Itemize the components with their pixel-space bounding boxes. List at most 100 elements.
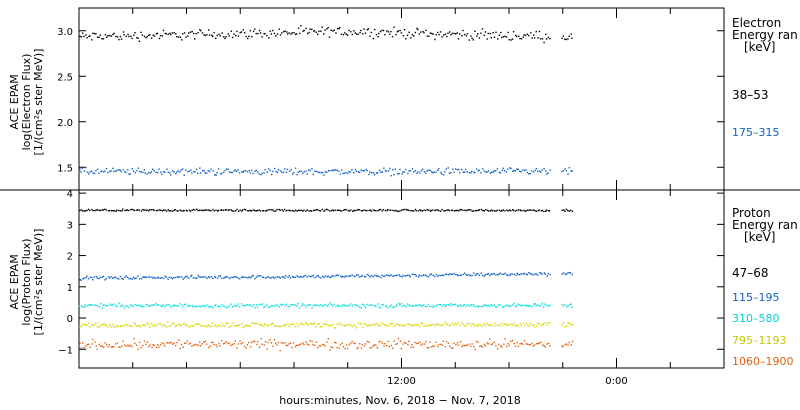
data-point — [393, 26, 395, 28]
data-point — [320, 304, 322, 306]
data-point — [444, 273, 447, 276]
data-point — [393, 340, 395, 342]
data-point — [100, 345, 102, 347]
data-point — [273, 277, 275, 279]
data-point — [220, 325, 222, 328]
data-point — [354, 209, 356, 212]
data-point — [363, 28, 365, 30]
data-point — [96, 209, 99, 211]
data-point — [422, 30, 424, 33]
data-point — [435, 323, 437, 325]
data-point — [252, 274, 254, 277]
data-point — [455, 344, 457, 346]
data-point — [531, 324, 533, 327]
data-point — [308, 275, 310, 277]
data-point — [478, 305, 481, 307]
data-point — [504, 35, 506, 37]
data-point — [464, 33, 466, 36]
data-point — [424, 274, 427, 276]
data-point — [466, 344, 468, 346]
data-point — [263, 344, 265, 346]
data-point — [527, 305, 529, 307]
data-point — [535, 273, 537, 275]
data-point — [454, 303, 456, 305]
data-point — [250, 210, 253, 212]
data-point — [373, 209, 376, 212]
data-point — [137, 324, 139, 326]
data-point — [348, 171, 350, 173]
data-point — [476, 209, 478, 212]
data-point — [235, 34, 237, 37]
data-point — [399, 275, 401, 277]
data-point — [136, 169, 138, 172]
data-point — [353, 30, 355, 32]
data-point — [255, 276, 257, 278]
data-point — [214, 325, 216, 327]
data-point — [92, 324, 95, 327]
data-point — [93, 32, 96, 35]
data-point — [206, 172, 208, 174]
proton-ylabel-line-3: [1/(cm²s ster MeV)] — [32, 229, 45, 336]
data-point — [503, 323, 505, 325]
data-point — [453, 342, 455, 344]
data-point — [82, 210, 84, 212]
data-point — [423, 209, 425, 211]
data-point — [170, 276, 172, 279]
data-point — [249, 346, 252, 348]
data-point — [174, 344, 177, 347]
data-point — [564, 326, 566, 328]
data-point — [414, 170, 417, 172]
data-point — [192, 325, 194, 327]
data-point — [381, 322, 384, 324]
data-point — [540, 304, 542, 306]
data-point — [245, 304, 247, 306]
data-point — [375, 210, 377, 212]
data-point — [561, 273, 563, 275]
data-point — [131, 304, 133, 307]
data-point — [396, 274, 398, 276]
data-point — [565, 170, 568, 172]
data-point — [390, 209, 392, 211]
data-point — [339, 322, 341, 324]
data-point — [407, 172, 409, 175]
data-point — [547, 322, 549, 324]
data-point — [116, 209, 118, 211]
data-point — [420, 31, 422, 33]
data-point — [405, 342, 407, 344]
data-point — [266, 324, 268, 326]
data-point — [549, 345, 551, 347]
data-point — [261, 172, 263, 174]
data-point — [475, 324, 478, 326]
data-point — [300, 170, 302, 172]
data-point — [215, 37, 217, 40]
data-point — [511, 339, 514, 342]
data-point — [217, 210, 219, 212]
data-point — [144, 172, 146, 174]
data-point — [318, 305, 321, 307]
data-point — [227, 342, 229, 345]
data-point — [286, 344, 289, 347]
data-point — [364, 306, 367, 309]
data-point — [126, 305, 129, 308]
data-point — [199, 167, 201, 169]
data-point — [369, 276, 371, 278]
series-points — [79, 25, 573, 44]
data-point — [375, 275, 378, 277]
data-point — [493, 304, 495, 306]
data-point — [271, 173, 273, 176]
data-point — [432, 323, 434, 326]
data-point — [512, 31, 515, 33]
data-point — [254, 209, 256, 212]
data-point — [138, 209, 141, 211]
data-point — [153, 324, 156, 326]
data-point — [398, 302, 400, 305]
data-point — [285, 323, 287, 326]
data-point — [571, 170, 573, 172]
data-point — [470, 172, 472, 174]
data-point — [178, 324, 180, 326]
data-point — [177, 305, 180, 307]
data-point — [465, 35, 468, 37]
data-point — [188, 343, 190, 345]
data-point — [436, 323, 439, 326]
data-point — [401, 276, 403, 278]
